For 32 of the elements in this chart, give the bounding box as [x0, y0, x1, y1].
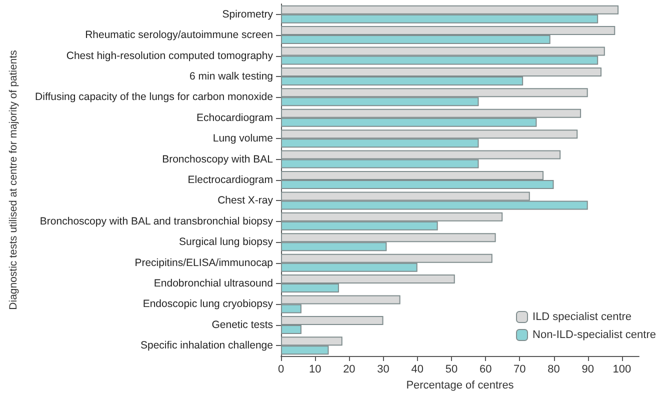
- y-tick-label: Bronchoscopy with BAL and transbronchial biopsy: [40, 215, 274, 228]
- x-axis-title: Percentage of centres: [406, 380, 514, 392]
- x-tick-label: 50: [445, 364, 458, 376]
- x-tick-label: 30: [377, 364, 390, 376]
- y-axis-title: Diagnostic tests utilised at centre for majority of patients: [8, 50, 20, 310]
- y-tick-label: Electrocardiogram: [188, 174, 274, 186]
- x-tick-label: 60: [479, 364, 492, 376]
- y-tick-label: Spirometry: [222, 8, 274, 20]
- y-tick-label: Bronchoscopy with BAL: [162, 153, 274, 166]
- y-tick-label: Lung volume: [212, 132, 274, 145]
- y-tick-label: Genetic tests: [212, 318, 273, 331]
- x-tick-label: 0: [278, 364, 284, 376]
- y-tick-label: 6 min walk testing: [190, 70, 274, 82]
- x-tick-label: 40: [411, 364, 424, 376]
- y-tick-label: Diffusing capacity of the lungs for carbon monoxide: [35, 91, 274, 104]
- y-tick-label: Echocardiogram: [196, 112, 274, 124]
- y-tick-label: Endobronchial ultrasound: [154, 278, 274, 290]
- y-tick-label: Specific inhalation challenge: [140, 340, 274, 352]
- x-tick-label: 20: [343, 364, 356, 376]
- x-tick-label: 70: [514, 364, 526, 376]
- y-tick-label: Chest X-ray: [218, 194, 274, 207]
- legend-label: ILD specialist centre: [532, 311, 632, 323]
- y-tick-label: Precipitins/ELISA/immunocap: [134, 256, 274, 269]
- x-tick-label: 90: [582, 364, 594, 376]
- y-tick-label: Endoscopic lung cryobiopsy: [142, 298, 274, 310]
- x-tick-label: 10: [308, 364, 322, 376]
- y-tick-label: Chest high-resolution computed tomography: [66, 50, 274, 62]
- y-tick-label: Rheumatic serology/autoimmune screen: [85, 29, 274, 42]
- legend-label: Non-ILD-specialist centre: [532, 329, 656, 341]
- x-tick-label: 80: [548, 364, 560, 376]
- x-tick-label: 100: [612, 364, 632, 376]
- y-tick-label: Surgical lung biopsy: [179, 236, 274, 248]
